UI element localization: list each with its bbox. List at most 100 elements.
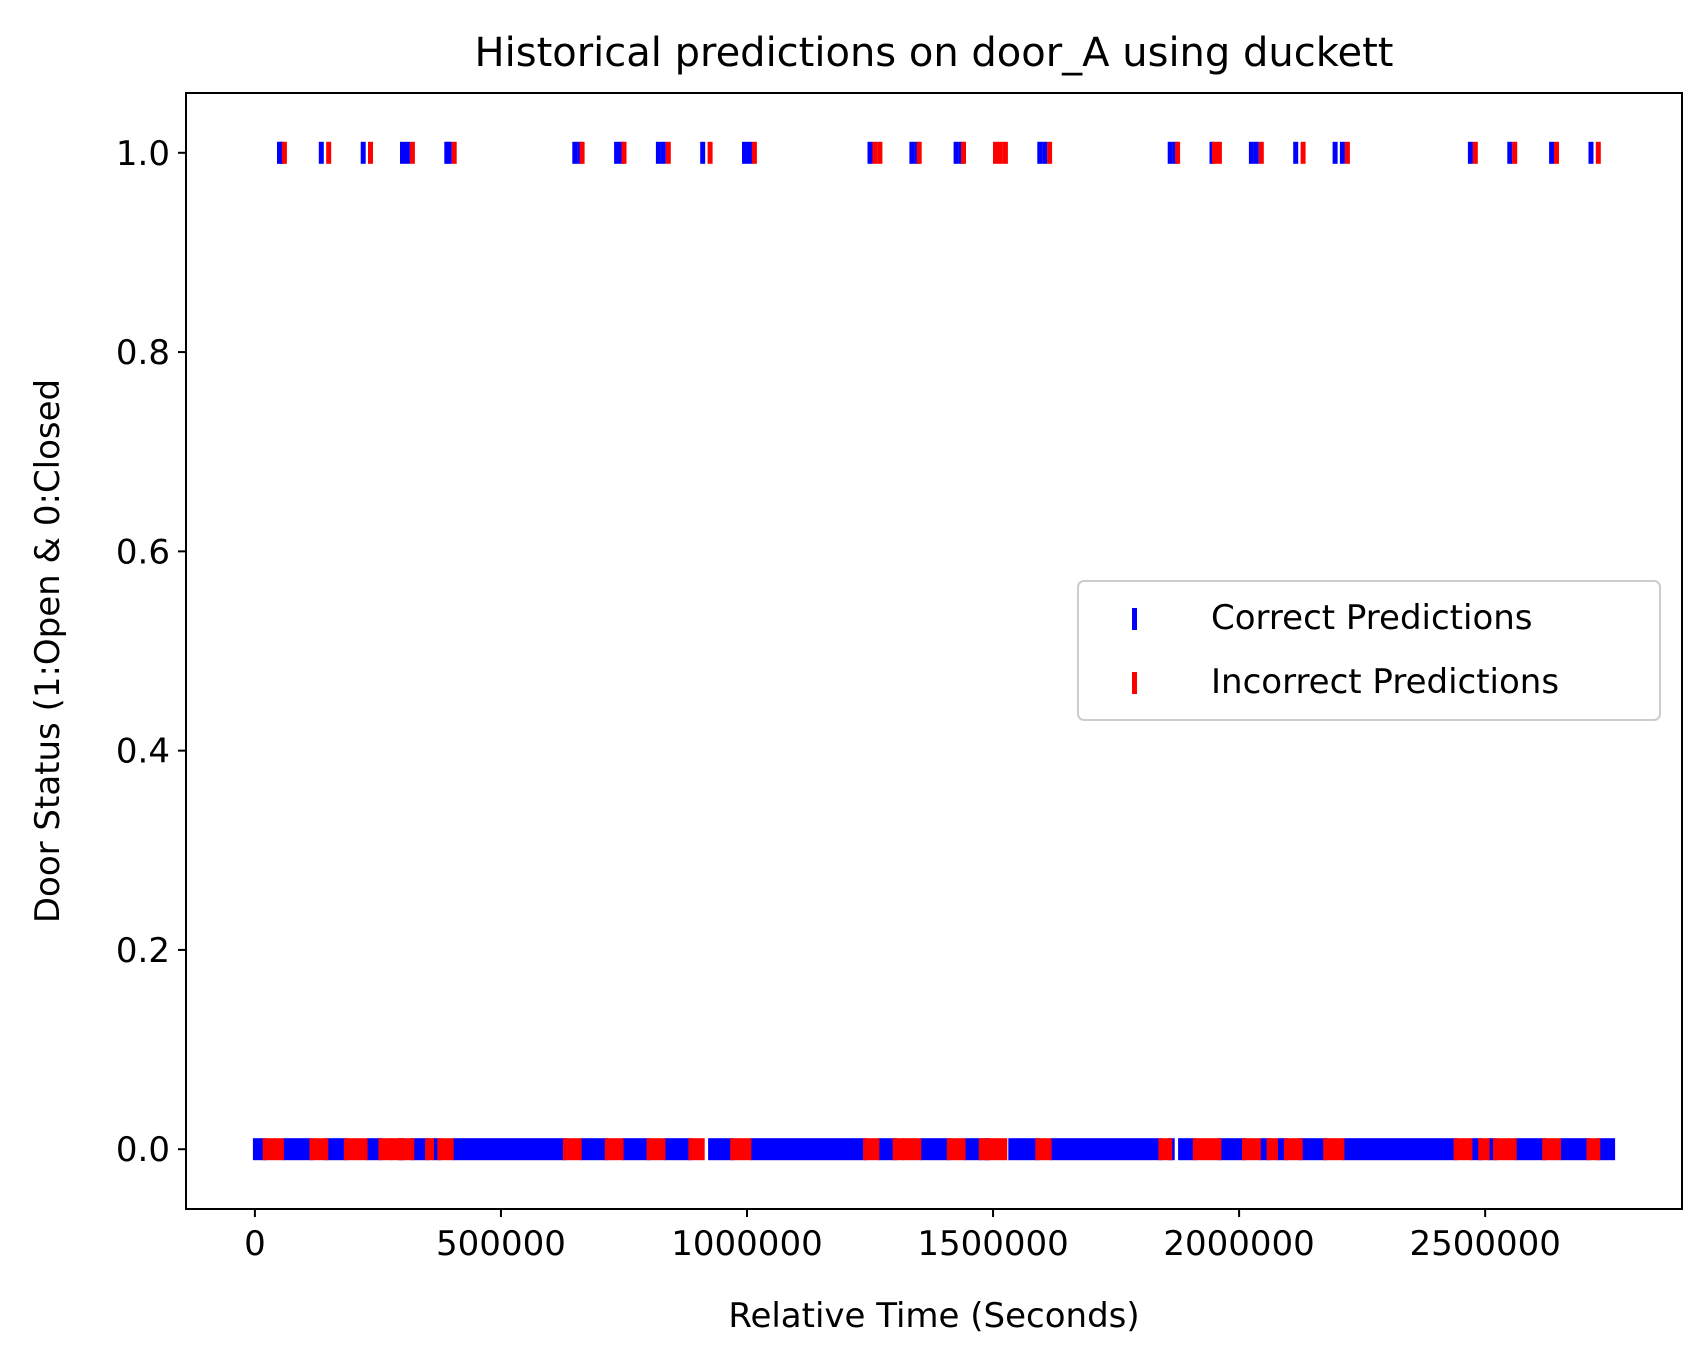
incorrect-prediction-open-mark [579, 141, 585, 164]
y-axis: 0.0 0.2 0.4 0.6 0.8 1.0 [116, 134, 186, 1170]
incorrect-prediction-closed-mark [902, 1138, 922, 1161]
correct-prediction-closed-mark [877, 1138, 897, 1161]
incorrect-prediction-open-mark [916, 141, 922, 164]
incorrect-prediction-open-mark [1002, 141, 1008, 164]
incorrect-prediction-open-mark [451, 141, 457, 164]
correct-prediction-open-mark [660, 141, 666, 164]
x-tick-label: 2500000 [1409, 1224, 1560, 1264]
correct-prediction-open-mark [1332, 141, 1338, 164]
legend-marker-incorrect [1132, 672, 1137, 694]
y-tick-label: 0.4 [116, 732, 170, 772]
y-tick-label: 0.0 [116, 1130, 170, 1170]
incorrect-prediction-closed-mark [1493, 1138, 1517, 1161]
incorrect-prediction-closed-mark [1158, 1138, 1173, 1161]
incorrect-prediction-closed-mark [892, 1138, 904, 1161]
correct-prediction-open-mark [1549, 141, 1555, 164]
incorrect-prediction-open-mark [1216, 141, 1222, 164]
legend-label-correct: Correct Predictions [1211, 598, 1533, 638]
incorrect-prediction-open-mark [1595, 141, 1601, 164]
correct-prediction-closed-mark [580, 1138, 609, 1161]
incorrect-prediction-open-mark [993, 141, 998, 164]
incorrect-prediction-open-mark [665, 141, 671, 164]
incorrect-prediction-closed-mark [978, 1138, 988, 1161]
x-axis: 0 500000 1000000 1500000 2000000 2500000 [244, 1209, 1561, 1264]
incorrect-prediction-closed-mark [262, 1138, 284, 1161]
correct-prediction-closed-mark [1470, 1138, 1483, 1161]
x-tick-label: 1500000 [917, 1224, 1068, 1264]
correct-prediction-closed-mark [1596, 1138, 1616, 1161]
incorrect-prediction-open-mark [1212, 141, 1217, 164]
incorrect-prediction-closed-mark [1242, 1138, 1261, 1161]
correct-prediction-closed-mark [1559, 1138, 1591, 1161]
correct-prediction-open-mark [614, 141, 620, 164]
incorrect-prediction-open-mark [751, 141, 757, 164]
correct-prediction-closed-mark [1342, 1138, 1458, 1161]
incorrect-prediction-open-mark [1300, 141, 1306, 164]
correct-prediction-closed-mark [452, 1138, 567, 1161]
correct-prediction-closed-mark [366, 1138, 383, 1161]
correct-prediction-open-mark [1467, 141, 1473, 164]
incorrect-prediction-open-mark [1472, 141, 1478, 164]
correct-prediction-closed-mark [1515, 1138, 1547, 1161]
correct-prediction-open-mark [953, 141, 959, 164]
correct-prediction-closed-mark [964, 1138, 983, 1161]
correct-prediction-closed-mark [663, 1138, 693, 1161]
incorrect-prediction-open-mark [1175, 141, 1181, 164]
incorrect-prediction-closed-mark [1192, 1138, 1222, 1161]
incorrect-prediction-closed-mark [604, 1138, 624, 1161]
correct-prediction-open-mark [747, 141, 752, 164]
x-tick-label: 2000000 [1163, 1224, 1314, 1264]
correct-prediction-open-mark [318, 141, 324, 164]
correct-prediction-open-mark [404, 141, 410, 164]
correct-prediction-closed-mark [1217, 1138, 1246, 1161]
incorrect-prediction-closed-mark [1586, 1138, 1601, 1161]
incorrect-prediction-closed-mark [425, 1138, 434, 1161]
incorrect-prediction-closed-mark [437, 1138, 454, 1161]
legend-box [1077, 580, 1661, 721]
incorrect-prediction-open-mark [707, 141, 713, 164]
correct-prediction-open-mark [655, 141, 661, 164]
incorrect-prediction-closed-mark [1035, 1138, 1052, 1161]
correct-prediction-closed-mark [324, 1138, 348, 1161]
incorrect-prediction-closed-mark [730, 1138, 752, 1161]
correct-prediction-closed-mark [1259, 1138, 1271, 1161]
correct-prediction-closed-mark [1008, 1138, 1040, 1161]
correct-prediction-closed-mark [1488, 1138, 1497, 1161]
correct-prediction-open-mark [360, 141, 366, 164]
incorrect-prediction-open-mark [621, 141, 627, 164]
incorrect-prediction-open-mark [877, 141, 883, 164]
incorrect-prediction-closed-mark [378, 1138, 393, 1161]
correct-prediction-open-mark [1253, 141, 1259, 164]
incorrect-prediction-closed-mark [1478, 1138, 1490, 1161]
correct-prediction-closed-mark [708, 1138, 735, 1161]
incorrect-prediction-open-mark [1258, 141, 1264, 164]
incorrect-prediction-closed-mark [986, 1138, 1008, 1161]
incorrect-prediction-closed-mark [390, 1138, 403, 1161]
correct-prediction-closed-mark [432, 1138, 442, 1161]
y-tick-label: 0.6 [116, 532, 170, 572]
correct-prediction-closed-mark [622, 1138, 651, 1161]
correct-prediction-open-mark [1248, 141, 1254, 164]
correct-prediction-open-mark [1339, 141, 1345, 164]
incorrect-prediction-closed-mark [946, 1138, 966, 1161]
x-tick-label: 0 [244, 1224, 266, 1264]
legend-marker-correct [1132, 608, 1137, 630]
incorrect-prediction-open-mark [1512, 141, 1518, 164]
incorrect-prediction-open-mark [1047, 141, 1053, 164]
correct-prediction-open-mark [1167, 141, 1173, 164]
incorrect-prediction-closed-mark [1323, 1138, 1345, 1161]
legend-label-incorrect: Incorrect Predictions [1211, 662, 1559, 702]
incorrect-prediction-closed-mark [1283, 1138, 1303, 1161]
correct-prediction-closed-mark [410, 1138, 430, 1161]
correct-prediction-open-mark [1507, 141, 1513, 164]
incorrect-prediction-open-mark [409, 141, 415, 164]
chart-title: Historical predictions on door_A using d… [475, 30, 1394, 76]
correct-prediction-closed-mark [749, 1138, 868, 1161]
correct-prediction-closed-mark [282, 1138, 314, 1161]
incorrect-prediction-open-mark [1554, 141, 1559, 164]
incorrect-prediction-open-mark [1344, 141, 1350, 164]
correct-prediction-open-mark [1293, 141, 1299, 164]
x-tick-label: 500000 [436, 1224, 566, 1264]
y-tick-label: 0.2 [116, 931, 170, 971]
